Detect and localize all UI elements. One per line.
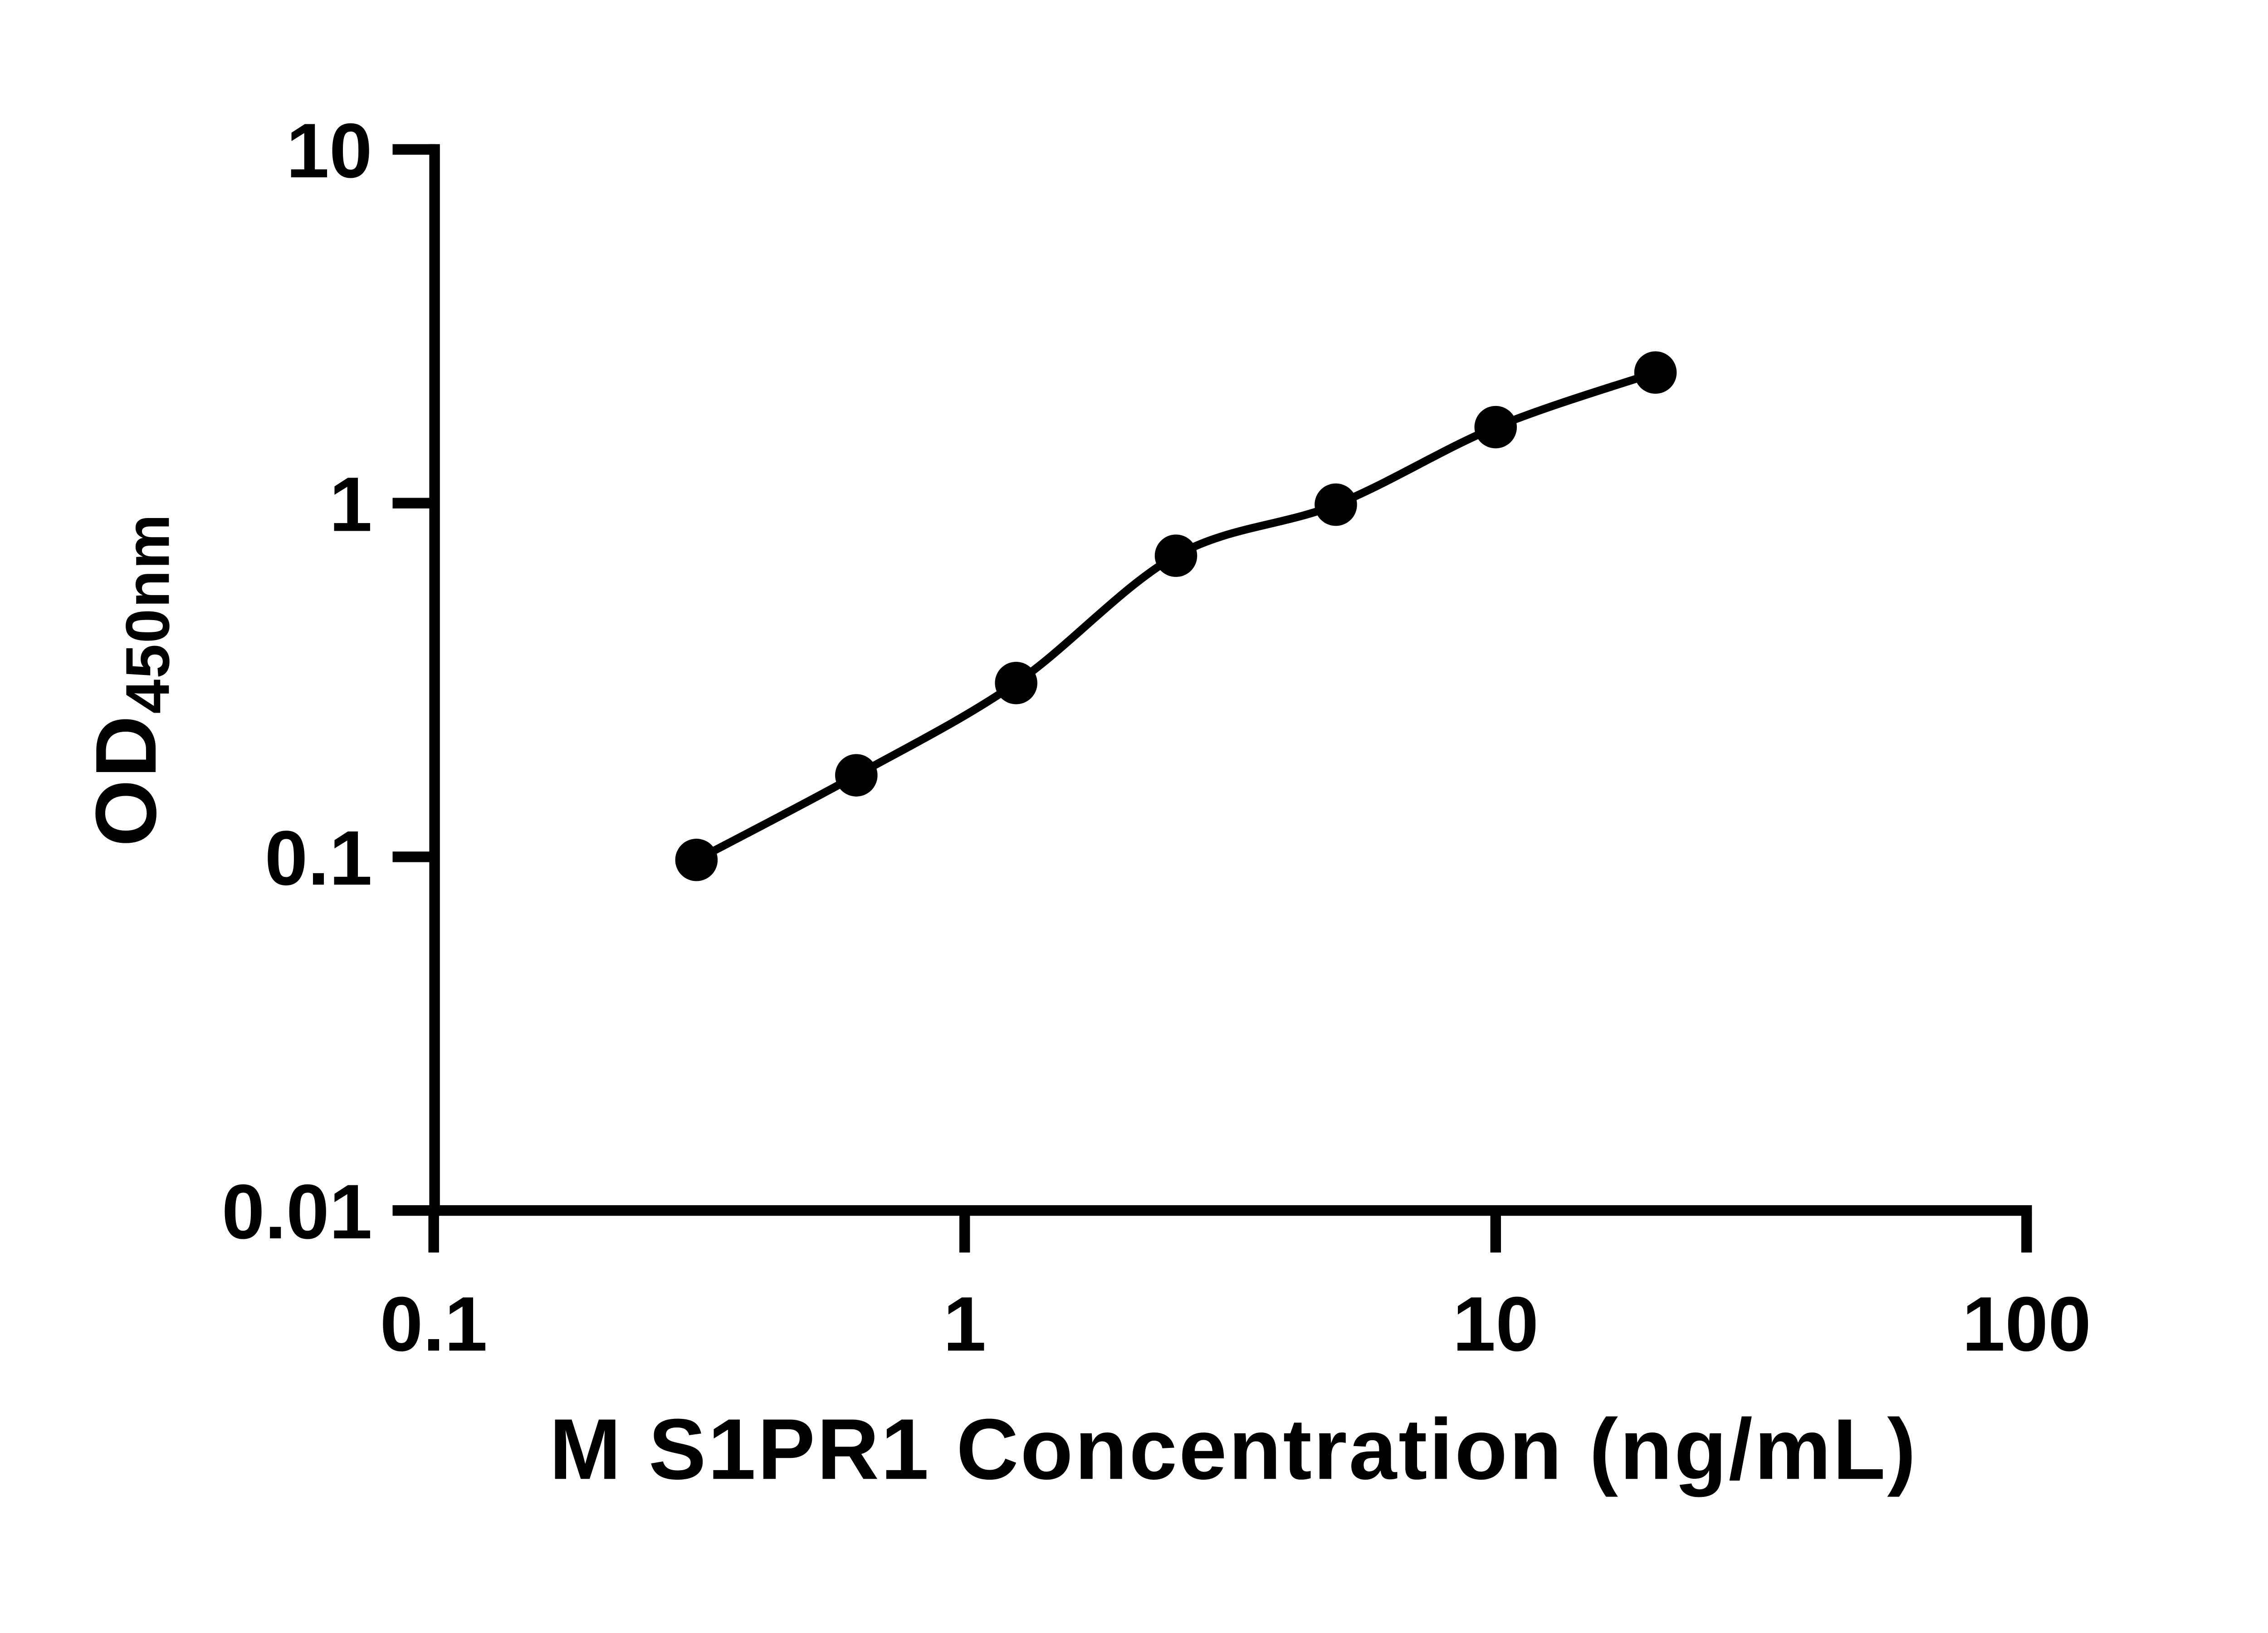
axes	[429, 144, 2032, 1216]
data-point-5	[1315, 483, 1357, 526]
x-tick-label-0.1: 0.1	[380, 1281, 488, 1368]
data-point-0.625	[835, 754, 878, 797]
x-axis-title: M S1PR1 Concentration (ng/mL)	[549, 1401, 1918, 1497]
data-point-10	[1474, 406, 1517, 449]
data-points	[675, 351, 1677, 881]
y-tick-label-1: 1	[329, 462, 372, 548]
y-tick-label-0.1: 0.1	[265, 815, 372, 901]
axis-ticks	[392, 144, 2032, 1253]
data-point-2.5	[1154, 534, 1198, 577]
data-point-20	[1634, 351, 1677, 394]
data-point-1.25	[995, 661, 1037, 704]
y-axis-title: OD450nm	[78, 513, 182, 847]
y-axis-title-subscript: 450nm	[112, 513, 182, 714]
x-tick-label-10: 10	[1452, 1281, 1539, 1368]
data-point-0.3125	[675, 838, 718, 881]
y-axis-title-main: OD	[78, 714, 174, 847]
y-tick-label-10: 10	[286, 108, 372, 194]
x-tick-label-1: 1	[943, 1281, 986, 1368]
x-tick-label-100: 100	[1962, 1281, 2092, 1368]
y-tick-label-0.01: 0.01	[222, 1169, 372, 1255]
